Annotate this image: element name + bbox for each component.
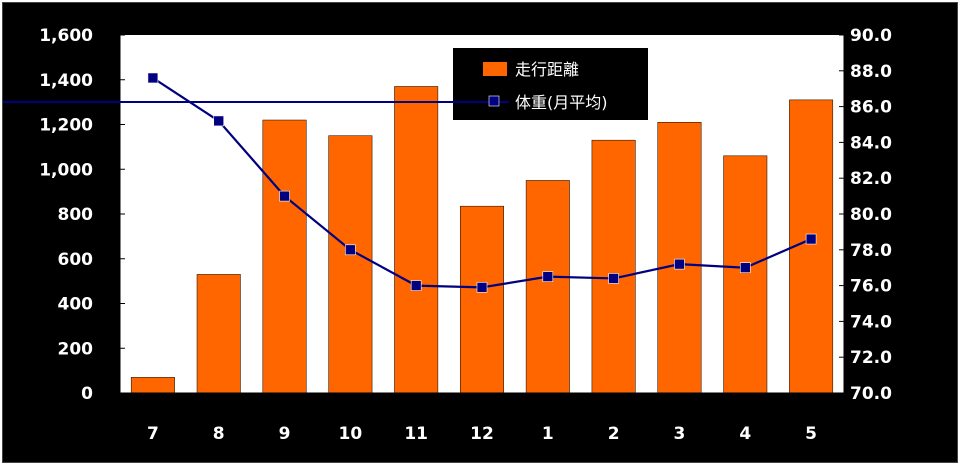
- bar-3: [657, 122, 702, 394]
- x-tick-label: 2: [608, 424, 620, 444]
- left-tick-label: 1,200: [39, 116, 93, 136]
- weight-point-3: [674, 258, 685, 270]
- weight-point-2: [608, 273, 619, 284]
- bar-4: [723, 155, 768, 394]
- bar-9: [262, 119, 307, 394]
- right-tick-label: 78.0: [850, 241, 892, 261]
- bar-8: [196, 274, 241, 394]
- x-tick-label: 12: [470, 424, 494, 444]
- legend-line-label: 体重(月平均): [515, 93, 608, 112]
- bar-10: [328, 135, 373, 394]
- right-axis: 70.0 72.0 74.0 76.0 78.0 80.0 82.0 84.0 86.0 88.0…: [839, 26, 892, 404]
- x-tick-label: 1: [542, 424, 554, 444]
- weight-point-8: [213, 115, 225, 127]
- right-tick-label: 72.0: [850, 348, 892, 368]
- left-tick-label: 800: [58, 205, 94, 225]
- x-tick-label: 10: [339, 424, 363, 444]
- left-tick-label: 1,000: [39, 160, 93, 180]
- bar-7: [130, 377, 175, 394]
- bar-2: [591, 139, 636, 394]
- weight-point-9: [279, 190, 290, 202]
- right-tick-label: 86.0: [850, 98, 892, 118]
- weight-point-4: [739, 262, 751, 274]
- left-tick-label: 600: [58, 250, 94, 270]
- right-tick-label: 84.0: [850, 133, 892, 153]
- x-tick-label: 3: [674, 424, 686, 444]
- bar-12: [460, 205, 504, 394]
- x-axis: 7 8 9 10 11 12 1 2 3 4 5: [120, 392, 844, 444]
- left-tick-label: 400: [58, 295, 94, 315]
- right-tick-label: 76.0: [850, 277, 892, 297]
- left-tick-label: 200: [58, 339, 94, 359]
- x-tick-label: 7: [147, 424, 159, 444]
- x-tick-label: 5: [805, 424, 817, 444]
- right-tick-label: 90.0: [850, 26, 892, 46]
- weight-point-12: [476, 282, 488, 293]
- left-tick-label: 1,400: [39, 71, 93, 91]
- right-tick-label: 74.0: [850, 312, 892, 332]
- weight-point-11: [410, 280, 422, 291]
- weight-point-10: [345, 244, 356, 256]
- legend: 走行距離 体重(月平均): [3, 48, 648, 120]
- bar-11: [394, 86, 439, 394]
- x-tick-label: 9: [279, 424, 291, 444]
- x-tick-label: 11: [404, 424, 428, 444]
- x-tick-label: 4: [739, 424, 751, 444]
- left-tick-label: 1,600: [39, 26, 93, 46]
- bars-layer: [130, 86, 834, 394]
- weight-point-7: [147, 72, 159, 84]
- right-tick-label: 80.0: [850, 205, 892, 225]
- right-tick-label: 82.0: [850, 169, 892, 189]
- line-layer: [147, 72, 817, 293]
- left-axis: 0 200 400 600 800 1,000 1,200 1,400 1,600: [39, 26, 125, 404]
- right-tick-label: 88.0: [850, 62, 892, 82]
- x-tick-label: 8: [213, 424, 225, 444]
- legend-box: [453, 48, 648, 120]
- legend-bar-swatch: [483, 62, 507, 76]
- right-tick-label: 70.0: [850, 384, 892, 404]
- legend-line-marker: [488, 95, 500, 107]
- weight-point-1: [542, 271, 554, 282]
- bar-1: [525, 180, 570, 394]
- left-tick-label: 0: [81, 384, 93, 404]
- weight-point-5: [805, 233, 817, 245]
- legend-bar-label: 走行距離: [515, 60, 579, 79]
